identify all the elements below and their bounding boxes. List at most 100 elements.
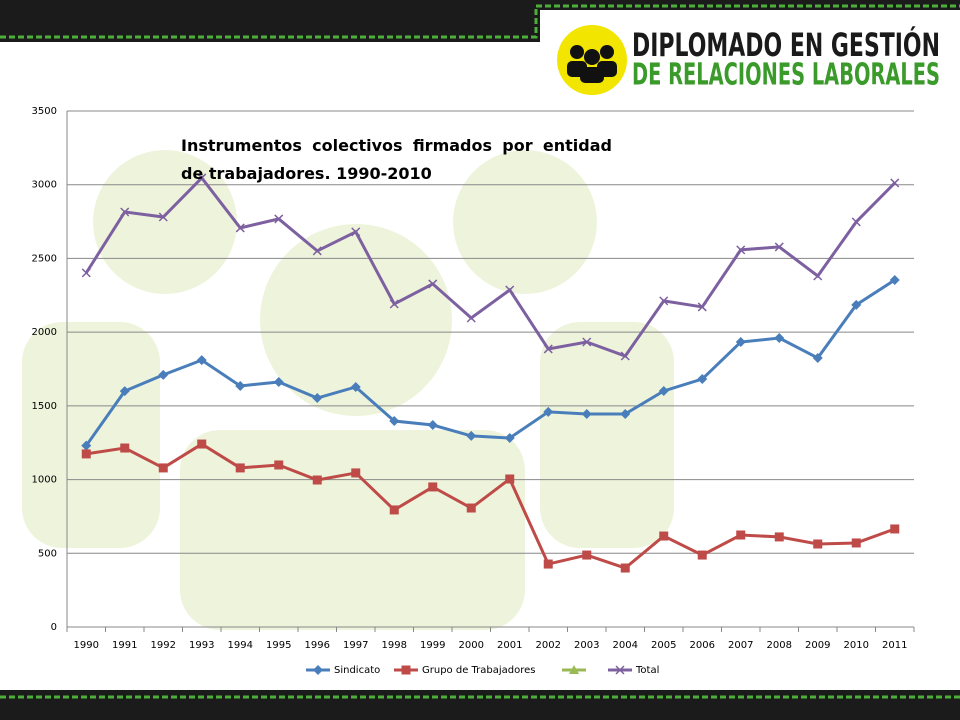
marker bbox=[274, 460, 284, 470]
marker bbox=[774, 242, 784, 252]
x-tick-label: 2006 bbox=[690, 640, 715, 651]
x-tick-label: 1992 bbox=[151, 640, 176, 651]
marker bbox=[158, 212, 168, 222]
marker bbox=[351, 227, 361, 237]
marker bbox=[81, 268, 91, 278]
marker bbox=[466, 503, 476, 513]
x-tick-label: 1995 bbox=[266, 640, 291, 651]
series-line bbox=[86, 442, 896, 570]
marker bbox=[658, 385, 669, 396]
x-tick-label: 2011 bbox=[882, 640, 907, 651]
x-tick-label: 2007 bbox=[728, 640, 753, 651]
marker bbox=[389, 416, 400, 427]
marker bbox=[735, 337, 746, 348]
x-tick-label: 2009 bbox=[805, 640, 830, 651]
x-tick-label: 2000 bbox=[459, 640, 484, 651]
x-tick-label: 1994 bbox=[228, 640, 253, 651]
marker bbox=[889, 274, 900, 285]
legend-label: Total bbox=[635, 665, 659, 676]
marker bbox=[120, 207, 130, 217]
y-tick-label: 3000 bbox=[32, 180, 57, 191]
marker bbox=[119, 386, 130, 397]
marker bbox=[813, 539, 823, 549]
top-dash bbox=[0, 4, 960, 39]
x-tick-label: 1991 bbox=[112, 640, 137, 651]
marker bbox=[235, 223, 245, 233]
top-bar bbox=[0, 0, 960, 42]
series-line bbox=[85, 278, 896, 447]
marker bbox=[428, 482, 438, 492]
y-tick-label: 2000 bbox=[32, 327, 57, 338]
marker bbox=[620, 351, 630, 361]
legend-marker bbox=[313, 665, 323, 675]
marker bbox=[273, 376, 284, 387]
y-tick-label: 500 bbox=[38, 548, 57, 559]
marker bbox=[389, 505, 399, 515]
x-tick-label: 2003 bbox=[574, 640, 599, 651]
marker bbox=[81, 440, 92, 451]
legend-label: Sindicato bbox=[334, 665, 380, 676]
marker bbox=[235, 463, 245, 473]
marker bbox=[812, 352, 823, 363]
marker bbox=[81, 449, 91, 459]
marker bbox=[659, 531, 669, 541]
marker bbox=[274, 214, 284, 224]
marker bbox=[312, 475, 322, 485]
marker bbox=[504, 432, 515, 443]
x-tick-label: 2001 bbox=[497, 640, 522, 651]
marker bbox=[851, 538, 861, 548]
bottom-bar bbox=[0, 690, 960, 720]
legend-marker bbox=[569, 665, 579, 674]
y-tick-label: 3500 bbox=[32, 106, 57, 117]
logo-icon bbox=[557, 25, 627, 95]
marker bbox=[389, 299, 399, 309]
marker bbox=[197, 173, 207, 183]
logo-line1: DIPLOMADO EN GESTIÓN bbox=[632, 25, 940, 64]
marker bbox=[736, 245, 746, 255]
marker bbox=[543, 559, 553, 569]
marker bbox=[736, 530, 746, 540]
marker bbox=[158, 369, 169, 380]
x-tick-label: 2005 bbox=[651, 640, 676, 651]
y-tick-label: 1000 bbox=[32, 475, 57, 486]
legend-marker bbox=[401, 665, 411, 675]
marker bbox=[582, 550, 592, 560]
x-tick-label: 1999 bbox=[420, 640, 445, 651]
marker bbox=[851, 299, 862, 310]
marker bbox=[312, 393, 323, 404]
marker bbox=[197, 439, 207, 449]
y-tick-label: 0 bbox=[51, 622, 57, 633]
marker bbox=[505, 474, 515, 484]
x-tick-label: 2008 bbox=[767, 640, 792, 651]
marker bbox=[697, 550, 707, 560]
marker bbox=[851, 217, 861, 227]
marker bbox=[312, 246, 322, 256]
marker bbox=[505, 285, 515, 295]
marker bbox=[428, 279, 438, 289]
marker bbox=[350, 381, 361, 392]
legend-marker bbox=[615, 665, 625, 675]
marker bbox=[427, 420, 438, 431]
marker bbox=[774, 532, 784, 542]
marker bbox=[620, 563, 630, 573]
marker bbox=[196, 355, 207, 366]
marker bbox=[697, 374, 708, 385]
marker bbox=[466, 430, 477, 441]
x-tick-label: 1997 bbox=[343, 640, 368, 651]
y-tick-label: 2500 bbox=[32, 253, 57, 264]
x-tick-label: 1998 bbox=[382, 640, 407, 651]
legend-label: Grupo de Trabajadores bbox=[422, 665, 536, 676]
marker bbox=[697, 302, 707, 312]
marker bbox=[890, 178, 900, 188]
marker bbox=[620, 408, 631, 419]
marker bbox=[813, 271, 823, 281]
series-line bbox=[84, 175, 896, 358]
marker bbox=[158, 463, 168, 473]
x-tick-label: 2004 bbox=[613, 640, 638, 651]
marker bbox=[774, 333, 785, 344]
marker bbox=[581, 408, 592, 419]
marker bbox=[235, 380, 246, 391]
x-tick-label: 1993 bbox=[189, 640, 214, 651]
